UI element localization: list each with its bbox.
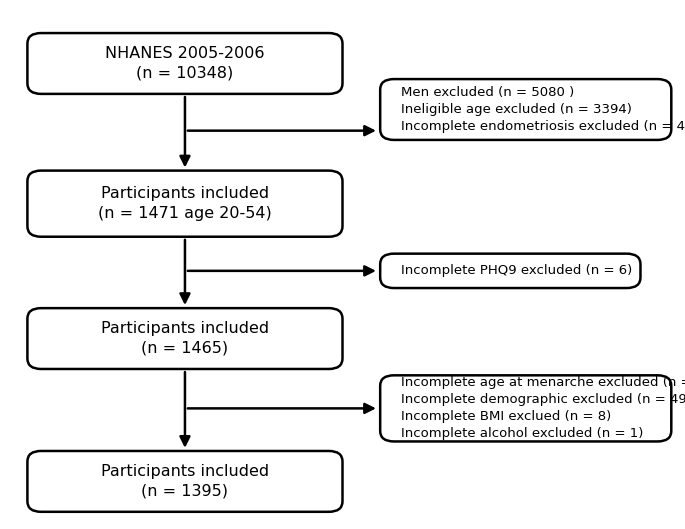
Text: Incomplete PHQ9 excluded (n = 6): Incomplete PHQ9 excluded (n = 6) [401, 264, 632, 277]
FancyBboxPatch shape [380, 254, 640, 288]
FancyBboxPatch shape [27, 308, 342, 369]
FancyBboxPatch shape [27, 170, 342, 237]
Text: Participants included
(n = 1465): Participants included (n = 1465) [101, 321, 269, 356]
FancyBboxPatch shape [380, 79, 671, 140]
FancyBboxPatch shape [380, 376, 671, 441]
Text: NHANES 2005-2006
(n = 10348): NHANES 2005-2006 (n = 10348) [105, 46, 264, 81]
Text: Men excluded (n = 5080 )
Ineligible age excluded (n = 3394)
Incomplete endometri: Men excluded (n = 5080 ) Ineligible age … [401, 86, 685, 133]
FancyBboxPatch shape [27, 451, 342, 512]
Text: Participants included
(n = 1395): Participants included (n = 1395) [101, 464, 269, 499]
Text: Participants included
(n = 1471 age 20-54): Participants included (n = 1471 age 20-5… [98, 186, 272, 221]
Text: Incomplete age at menarche excluded (n = 12)
Incomplete demographic excluded (n : Incomplete age at menarche excluded (n =… [401, 377, 685, 440]
FancyBboxPatch shape [27, 33, 342, 94]
